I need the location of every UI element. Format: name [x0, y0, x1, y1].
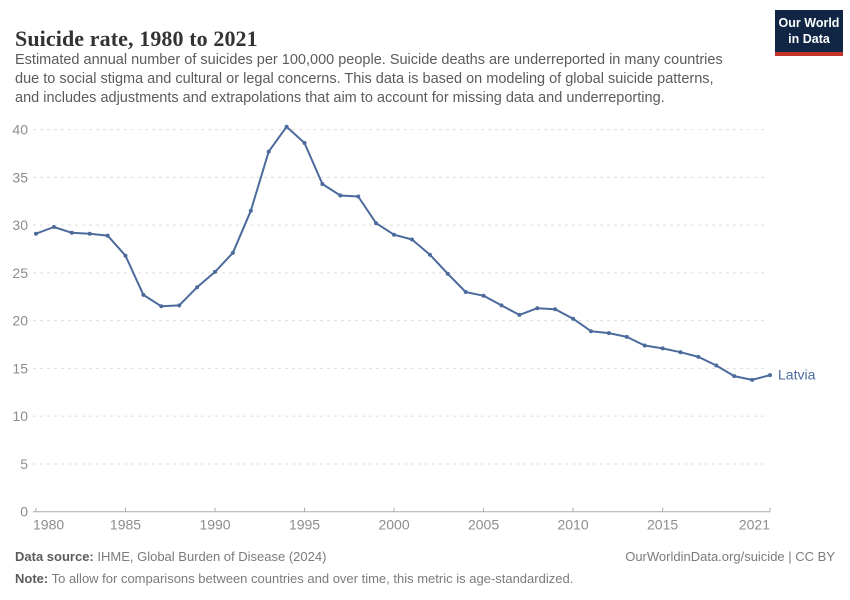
- data-point-2002[interactable]: [427, 252, 432, 257]
- data-point-2003[interactable]: [445, 271, 450, 276]
- x-tick-label-1985: 1985: [110, 517, 141, 533]
- y-tick-label-30: 30: [12, 217, 28, 233]
- data-point-2011[interactable]: [589, 329, 593, 334]
- data-point-2021[interactable]: [768, 373, 772, 378]
- data-point-2012[interactable]: [606, 331, 611, 336]
- data-point-1981[interactable]: [51, 225, 56, 229]
- data-point-1993[interactable]: [266, 149, 271, 154]
- subtitle-line-3: and includes adjustments and extrapolati…: [15, 90, 665, 106]
- citation-link[interactable]: OurWorldinData.org/suicide | CC BY: [625, 549, 835, 564]
- y-tick-label-5: 5: [20, 456, 28, 472]
- data-point-2018[interactable]: [714, 363, 719, 368]
- y-tick-label-40: 40: [12, 122, 28, 138]
- data-point-2015[interactable]: [660, 346, 665, 351]
- data-point-1996[interactable]: [320, 182, 325, 186]
- data-point-2001[interactable]: [410, 237, 414, 242]
- data-point-1989[interactable]: [195, 285, 200, 290]
- y-tick-label-15: 15: [12, 360, 28, 376]
- data-point-2019[interactable]: [732, 374, 737, 379]
- data-point-1997[interactable]: [338, 193, 343, 198]
- line-chart-svg[interactable]: 0 5 10 15 20 25 30 35 40 1980 1985 1990 1995 2000 2005…: [0, 90, 850, 545]
- x-tick-label-2021: 2021: [739, 517, 770, 533]
- x-tick-label-2000: 2000: [378, 517, 409, 533]
- x-tick-label-1995: 1995: [289, 517, 320, 533]
- chart-area: 0 5 10 15 20 25 30 35 40 1980 1985 1990 1995 2000 2005…: [0, 90, 850, 545]
- note-text: To allow for comparisons between countri…: [48, 571, 574, 586]
- data-point-1994[interactable]: [284, 124, 289, 129]
- data-point-1988[interactable]: [177, 303, 182, 308]
- data-point-1992[interactable]: [248, 208, 253, 213]
- data-point-2005[interactable]: [481, 293, 486, 298]
- data-point-1982[interactable]: [69, 230, 74, 235]
- data-point-2007[interactable]: [517, 312, 522, 317]
- data-point-2004[interactable]: [463, 290, 468, 294]
- owid-logo-line1: Our World: [778, 16, 840, 30]
- entity-label-latvia[interactable]: Latvia: [778, 367, 816, 383]
- data-point-2020[interactable]: [750, 377, 755, 382]
- data-source: Data source: IHME, Global Burden of Dise…: [15, 549, 326, 564]
- chart-subtitle: Estimated annual number of suicides per …: [15, 51, 760, 108]
- data-point-2014[interactable]: [642, 343, 647, 348]
- subtitle-line-2: due to social stigma and cultural or leg…: [15, 71, 714, 87]
- data-point-2009[interactable]: [553, 307, 558, 312]
- chart-title: Suicide rate, 1980 to 2021: [15, 25, 258, 51]
- data-point-2000[interactable]: [392, 232, 396, 237]
- footer-note: Note: To allow for comparisons between c…: [15, 571, 835, 586]
- data-point-1998[interactable]: [356, 194, 361, 199]
- data-point-1984[interactable]: [105, 233, 110, 238]
- x-tick-label-1990: 1990: [199, 517, 230, 533]
- data-point-1986[interactable]: [141, 292, 146, 297]
- data-point-2016[interactable]: [678, 350, 683, 355]
- note-label: Note:: [15, 571, 49, 586]
- x-tick-label-2005: 2005: [468, 517, 499, 533]
- data-point-1980[interactable]: [34, 231, 38, 236]
- subtitle-line-1: Estimated annual number of suicides per …: [15, 52, 723, 68]
- data-point-1985[interactable]: [123, 253, 128, 258]
- data-point-2008[interactable]: [535, 306, 540, 311]
- series-line-latvia[interactable]: [35, 125, 771, 381]
- y-tick-label-25: 25: [12, 265, 28, 281]
- data-source-text: IHME, Global Burden of Disease (2024): [93, 549, 327, 564]
- data-point-2017[interactable]: [696, 354, 701, 359]
- data-point-2006[interactable]: [499, 303, 504, 308]
- y-tick-label-20: 20: [12, 313, 28, 329]
- x-tick-label-1980: 1980: [33, 517, 64, 533]
- x-tick-label-2010: 2010: [557, 517, 588, 533]
- data-point-1995[interactable]: [302, 141, 307, 145]
- data-point-2013[interactable]: [624, 334, 629, 339]
- data-point-1990[interactable]: [213, 269, 217, 274]
- owid-logo[interactable]: Our World in Data: [775, 10, 843, 56]
- data-point-1991[interactable]: [230, 250, 235, 255]
- y-tick-label-10: 10: [12, 408, 28, 424]
- data-source-label: Data source:: [15, 549, 94, 564]
- data-point-1983[interactable]: [87, 231, 92, 236]
- x-tick-label-2015: 2015: [647, 517, 678, 533]
- data-point-1999[interactable]: [374, 221, 379, 226]
- y-tick-label-35: 35: [12, 169, 28, 185]
- chart-footer: Data source: IHME, Global Burden of Dise…: [15, 549, 835, 586]
- y-tick-label-0: 0: [20, 504, 28, 520]
- owid-logo-line2: in Data: [788, 32, 830, 47]
- data-point-1987[interactable]: [159, 304, 164, 309]
- data-point-2010[interactable]: [571, 316, 576, 321]
